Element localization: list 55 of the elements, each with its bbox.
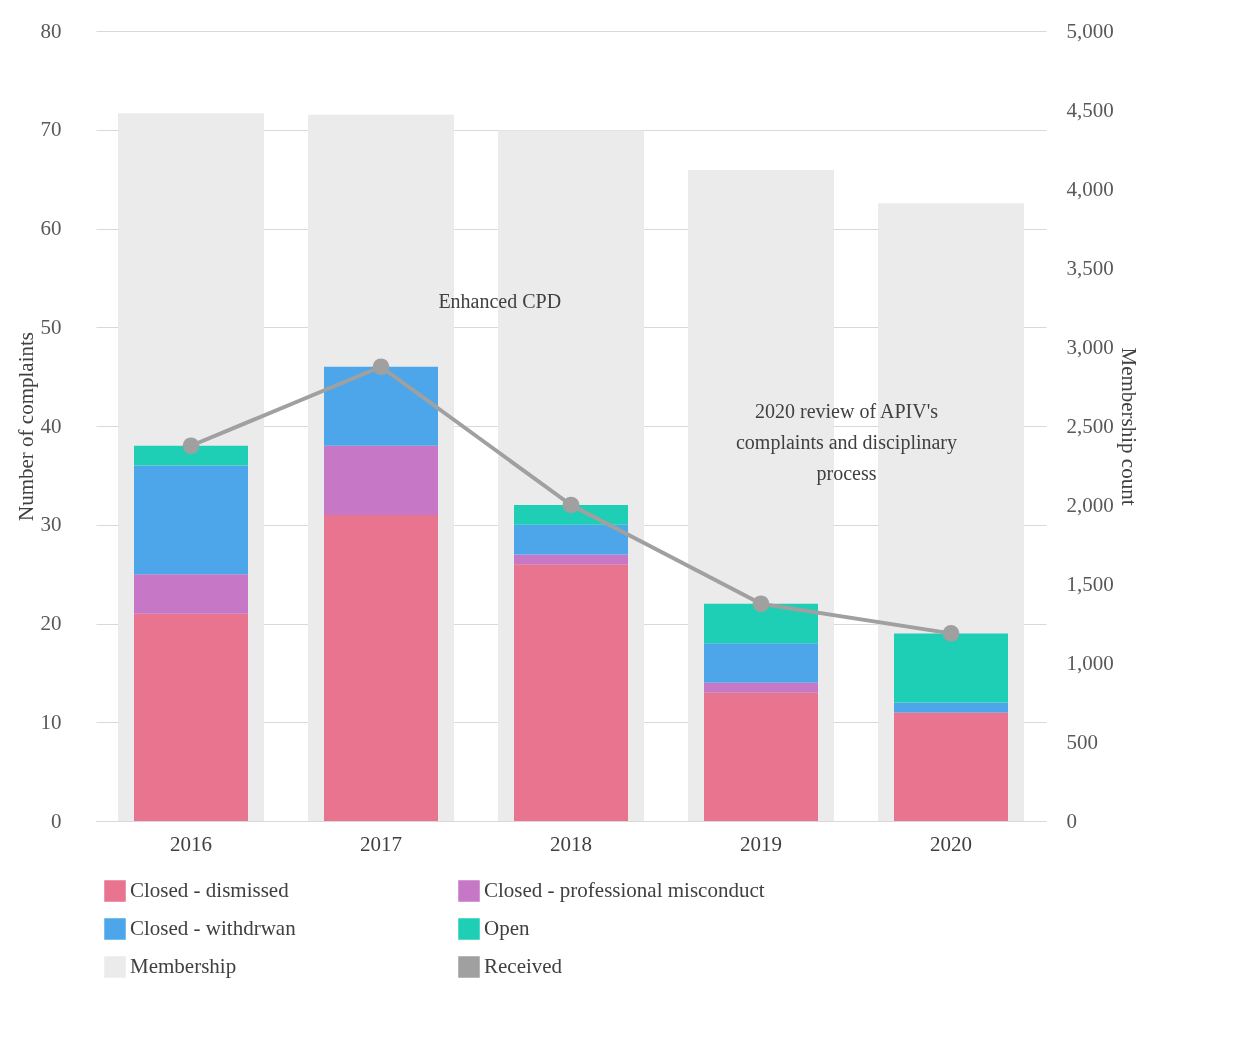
- y-tick-label: 30: [40, 512, 62, 537]
- bar: [704, 692, 818, 821]
- legend-label: Closed - withdrwan: [130, 916, 297, 940]
- y2-tick-label: 0: [1066, 808, 1077, 833]
- point: [562, 496, 580, 514]
- y-axis-title: Number of complaints: [13, 332, 38, 521]
- y-tick-label: 60: [40, 216, 62, 240]
- y2-tick-label: 3,000: [1066, 334, 1114, 359]
- x-tick-label: 2016: [170, 831, 212, 856]
- point: [752, 595, 770, 613]
- x-tick-label: 2017: [360, 831, 402, 856]
- y-tick-label: 20: [40, 611, 62, 635]
- bar: [514, 554, 628, 565]
- bar: [704, 603, 818, 644]
- y-tick-label: 80: [40, 18, 62, 43]
- y2-tick-label: 3,500: [1066, 255, 1114, 280]
- annotation: 2020 review of APIV's complaints and disciplinary process: [735, 400, 958, 486]
- annotation: Enhanced CPD: [438, 289, 562, 312]
- y2-tick-label: 1,000: [1066, 650, 1114, 675]
- bar: [324, 366, 438, 446]
- y2-tick-label: 500: [1066, 729, 1098, 754]
- legend-label: Closed - professional misconduct: [484, 878, 765, 902]
- x-tick-label: 2019: [740, 831, 782, 856]
- y2-tick-label: 2,500: [1066, 413, 1114, 438]
- y2-tick-label: 5,000: [1066, 18, 1114, 43]
- bar: [134, 613, 248, 821]
- bar: [704, 643, 818, 683]
- x-tick-label: 2018: [550, 831, 592, 856]
- bar: [134, 445, 248, 466]
- point: [372, 358, 390, 376]
- y2-axis-title: Membership count: [1116, 347, 1141, 506]
- legend-label: Open: [484, 916, 530, 940]
- point: [942, 625, 960, 642]
- y-tick-label: 40: [40, 413, 62, 438]
- y2-tick-label: 1,500: [1066, 571, 1114, 596]
- y-tick-label: 50: [40, 314, 62, 339]
- bar: [704, 682, 818, 693]
- bar: [134, 465, 248, 575]
- bar: [894, 712, 1008, 821]
- y2-tick-label: 4,000: [1066, 176, 1114, 201]
- bar: [514, 524, 628, 555]
- y-tick-label: 70: [40, 117, 62, 142]
- bar: [134, 574, 248, 614]
- y-tick-label: 0: [51, 808, 62, 833]
- bar: [324, 445, 438, 515]
- x-tick-label: 2020: [930, 831, 972, 856]
- y-tick-label: 10: [40, 709, 62, 734]
- bar: [894, 633, 1008, 703]
- legend-label: Closed - dismissed: [130, 878, 290, 902]
- legend-label: Membership: [130, 954, 237, 978]
- y2-tick-label: 2,000: [1066, 492, 1114, 517]
- legend-label: Received: [484, 954, 563, 978]
- y2-tick-label: 4,500: [1066, 97, 1114, 122]
- bar: [894, 702, 1008, 713]
- point: [182, 437, 200, 455]
